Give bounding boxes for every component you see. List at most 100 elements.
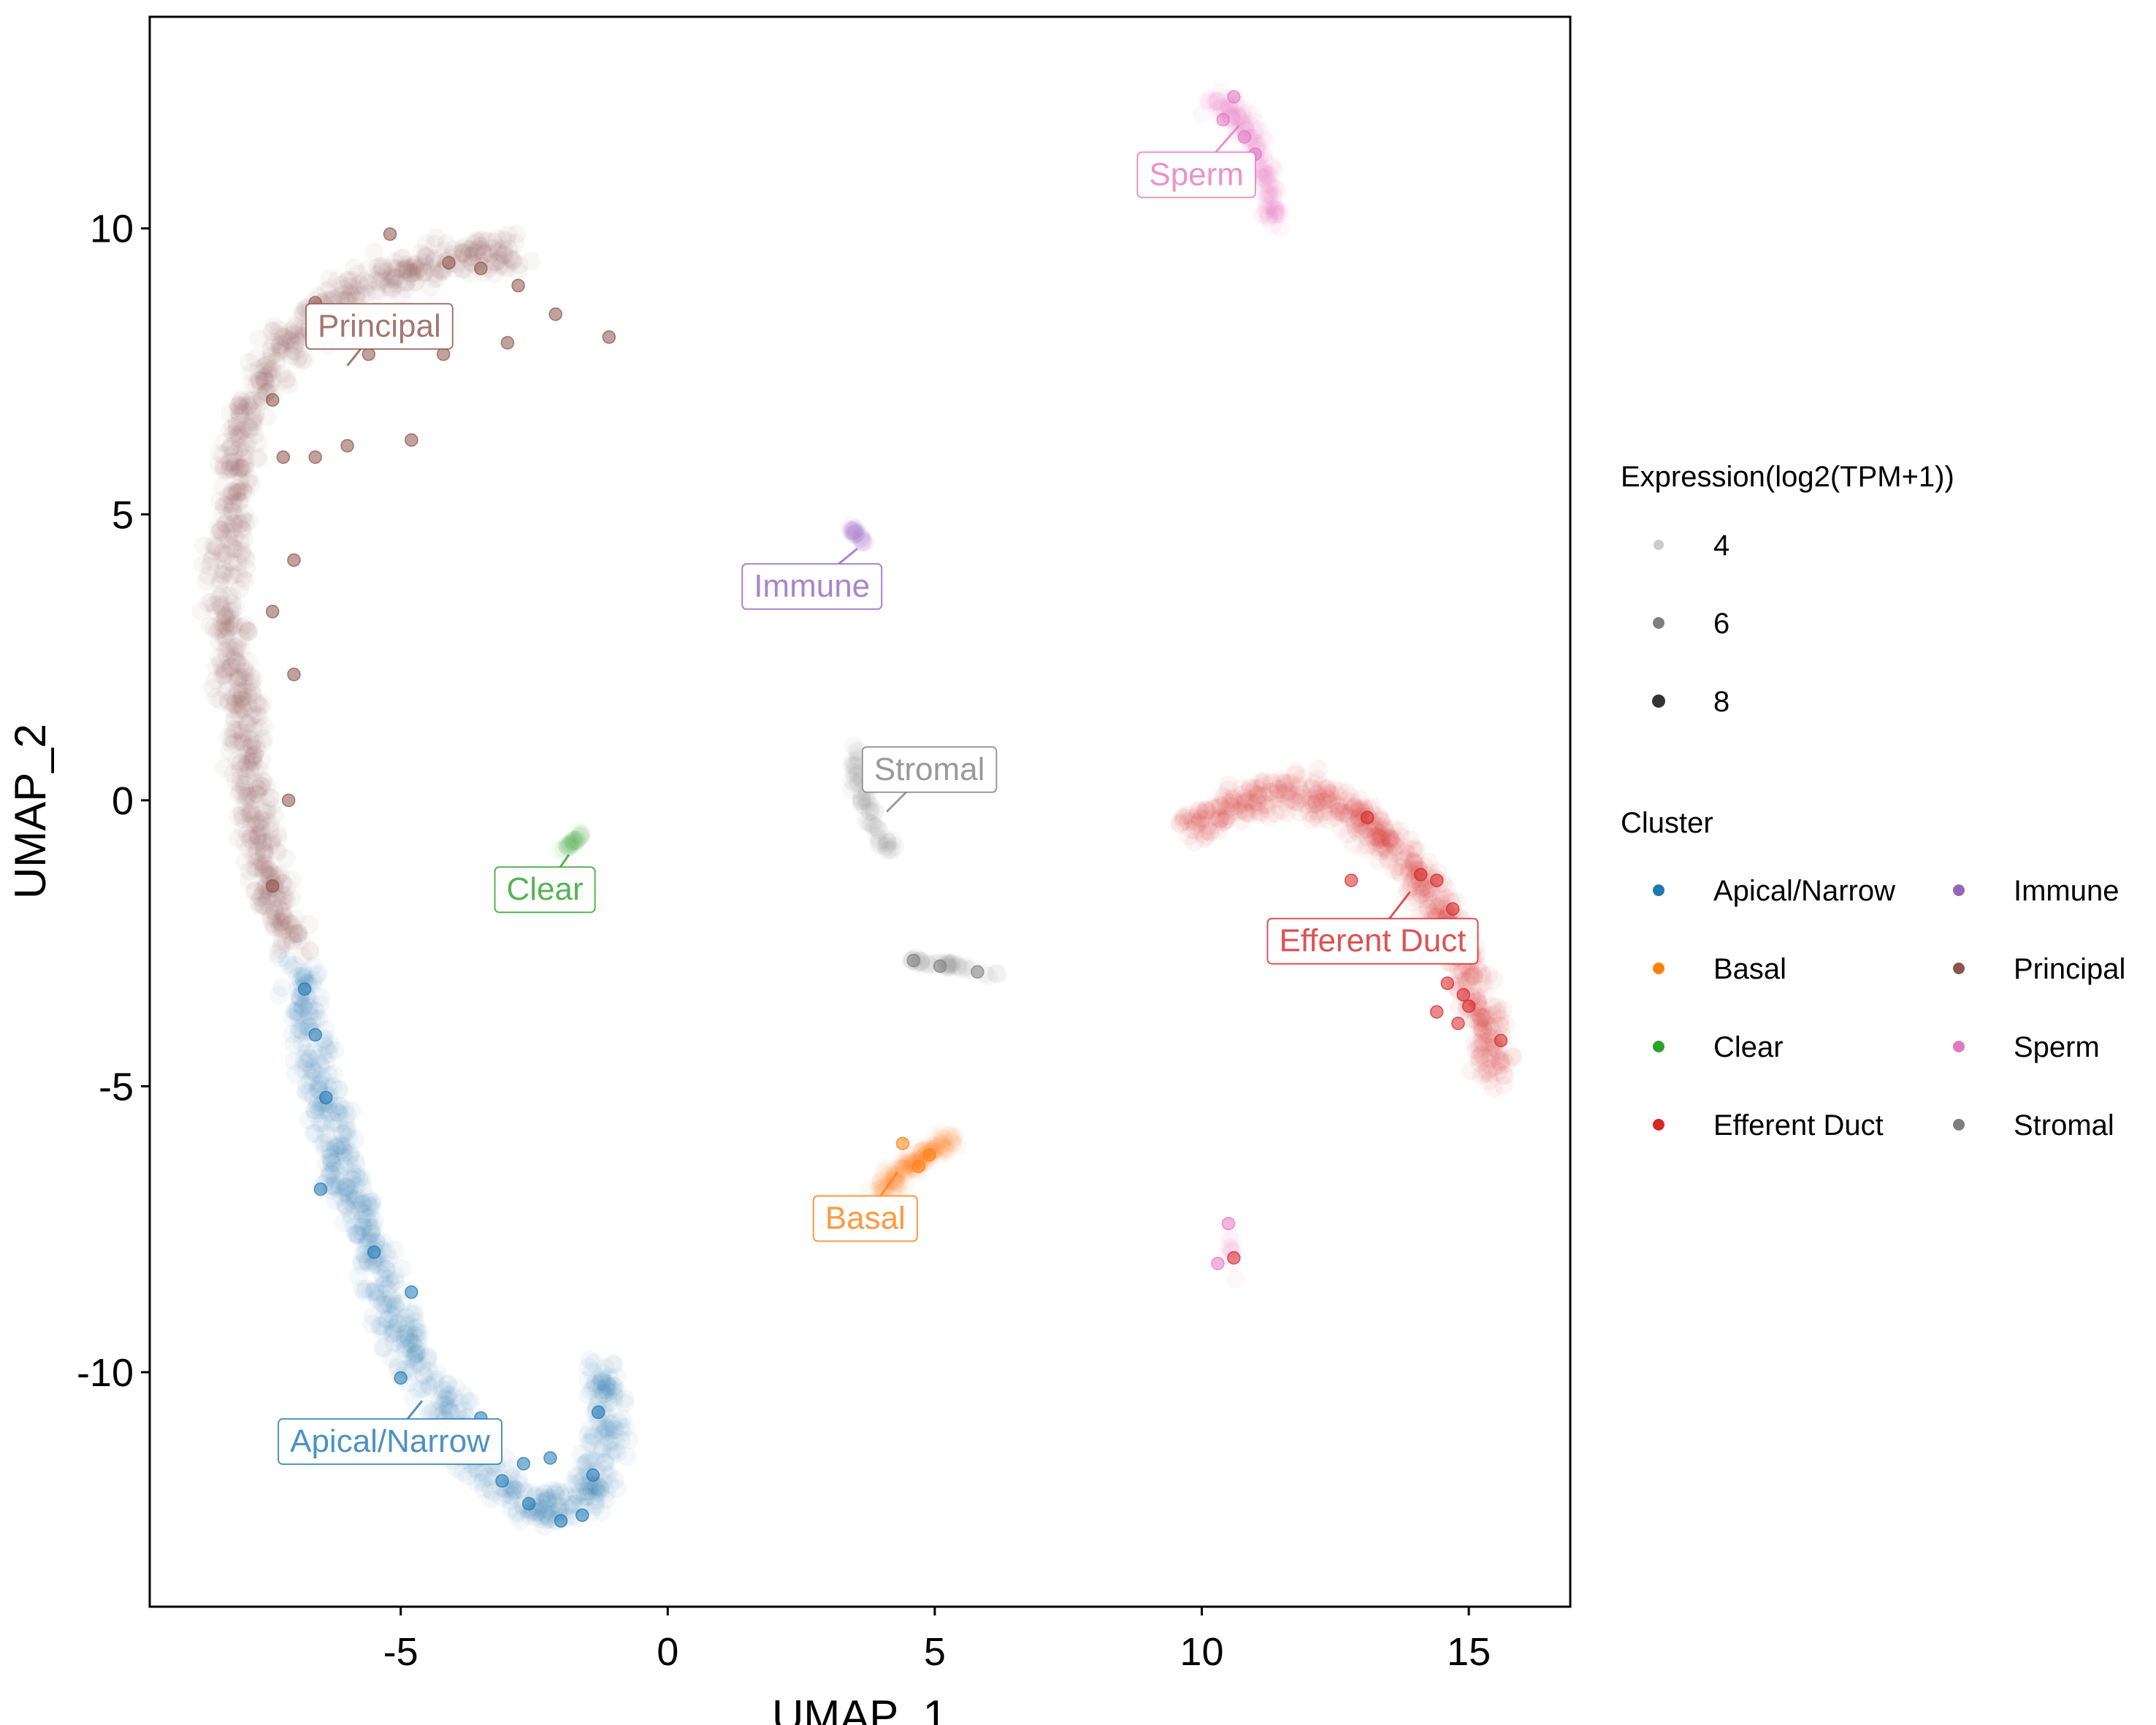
cluster-point (417, 247, 437, 267)
cluster-point (399, 262, 418, 282)
cluster-point (416, 245, 435, 265)
cluster-point (237, 803, 257, 823)
cluster-point (413, 263, 433, 283)
cluster-point (459, 245, 478, 265)
cluster-point (352, 1194, 372, 1214)
cluster-point (288, 350, 307, 370)
cluster-point (359, 1212, 378, 1231)
cluster-point (228, 635, 248, 655)
cluster-point (475, 245, 494, 264)
cluster-point (507, 1502, 527, 1522)
cluster-point (590, 1480, 610, 1500)
cluster-point (224, 695, 244, 714)
cluster-point (404, 1350, 424, 1370)
cluster-point (587, 1483, 607, 1502)
expression-point (297, 982, 312, 996)
cluster-point (1465, 1033, 1485, 1053)
cluster-point (258, 407, 278, 427)
cluster-point (1220, 793, 1240, 813)
cluster-point (245, 394, 264, 413)
cluster-point (1488, 1062, 1507, 1082)
cluster-point (278, 330, 298, 350)
cluster-point (218, 529, 237, 548)
cluster-point (306, 1009, 326, 1029)
cluster-point (350, 1201, 370, 1220)
cluster-point (373, 1293, 393, 1313)
cluster-point (353, 1225, 373, 1244)
cluster-point (223, 460, 243, 480)
cluster-point (330, 1097, 350, 1117)
cluster-point (402, 258, 422, 278)
cluster-point (291, 1020, 311, 1040)
cluster-point (1334, 804, 1354, 824)
cluster-point (237, 620, 256, 640)
cluster-point (213, 551, 232, 570)
cluster-point (225, 514, 245, 534)
cluster-point (335, 1143, 354, 1163)
cluster-point (1390, 821, 1410, 841)
cluster-point (506, 1480, 526, 1500)
cluster-point (1293, 785, 1312, 805)
cluster-point (498, 225, 518, 245)
cluster-point (551, 1486, 571, 1506)
expression-point (1211, 1256, 1225, 1271)
cluster-point (270, 939, 290, 959)
cluster-point (246, 735, 266, 754)
cluster-point (416, 254, 435, 274)
cluster-point (248, 828, 268, 848)
cluster-point (215, 617, 234, 637)
cluster-point (374, 1308, 394, 1328)
cluster-point (383, 1290, 402, 1310)
cluster-point (398, 256, 418, 275)
cluster-point (349, 1169, 369, 1189)
cluster-point (521, 251, 540, 271)
cluster-point (589, 1387, 608, 1407)
cluster-point (1258, 795, 1277, 814)
cluster-point (535, 1491, 555, 1510)
expression-point (1216, 112, 1230, 127)
cluster-point (586, 1479, 605, 1499)
cluster-point (240, 751, 260, 771)
cluster-point (210, 491, 230, 510)
cluster-point (225, 668, 245, 687)
cluster-point (253, 770, 273, 790)
cluster-point (278, 950, 297, 970)
cluster-point (373, 1232, 393, 1252)
cluster-point (595, 1419, 615, 1439)
cluster-point (231, 404, 251, 424)
cluster-point (511, 1510, 531, 1530)
cluster-point (343, 271, 362, 291)
cluster-point (1470, 1038, 1490, 1057)
cluster-point (218, 673, 237, 692)
cluster-point (586, 1451, 605, 1471)
cluster-point (288, 1008, 308, 1028)
cluster-point (242, 672, 261, 692)
cluster-point (427, 1363, 447, 1382)
cluster-point (1461, 960, 1480, 980)
cluster-point (271, 917, 291, 936)
cluster-point (342, 1209, 362, 1229)
cluster-point (1391, 827, 1410, 846)
cluster-point (228, 653, 248, 673)
cluster-point (1229, 792, 1249, 812)
cluster-point (389, 1355, 408, 1375)
cluster-point (243, 409, 263, 429)
cluster-point (194, 536, 213, 556)
cluster-point (281, 331, 301, 351)
cluster-point (246, 348, 266, 368)
cluster-point (406, 261, 426, 281)
cluster-point (362, 1224, 381, 1244)
cluster-point (405, 1312, 424, 1331)
cluster-point (1192, 808, 1212, 828)
cluster-point (461, 240, 481, 259)
cluster-point (257, 832, 277, 852)
cluster-point (284, 336, 304, 356)
cluster-point (310, 1074, 330, 1094)
y-tick-label: 10 (90, 207, 134, 251)
cluster-point (1431, 894, 1451, 914)
cluster-point (227, 412, 247, 432)
cluster-point (260, 900, 280, 919)
cluster-point (247, 692, 267, 712)
cluster-point (307, 1049, 327, 1068)
cluster-point (353, 1206, 373, 1225)
